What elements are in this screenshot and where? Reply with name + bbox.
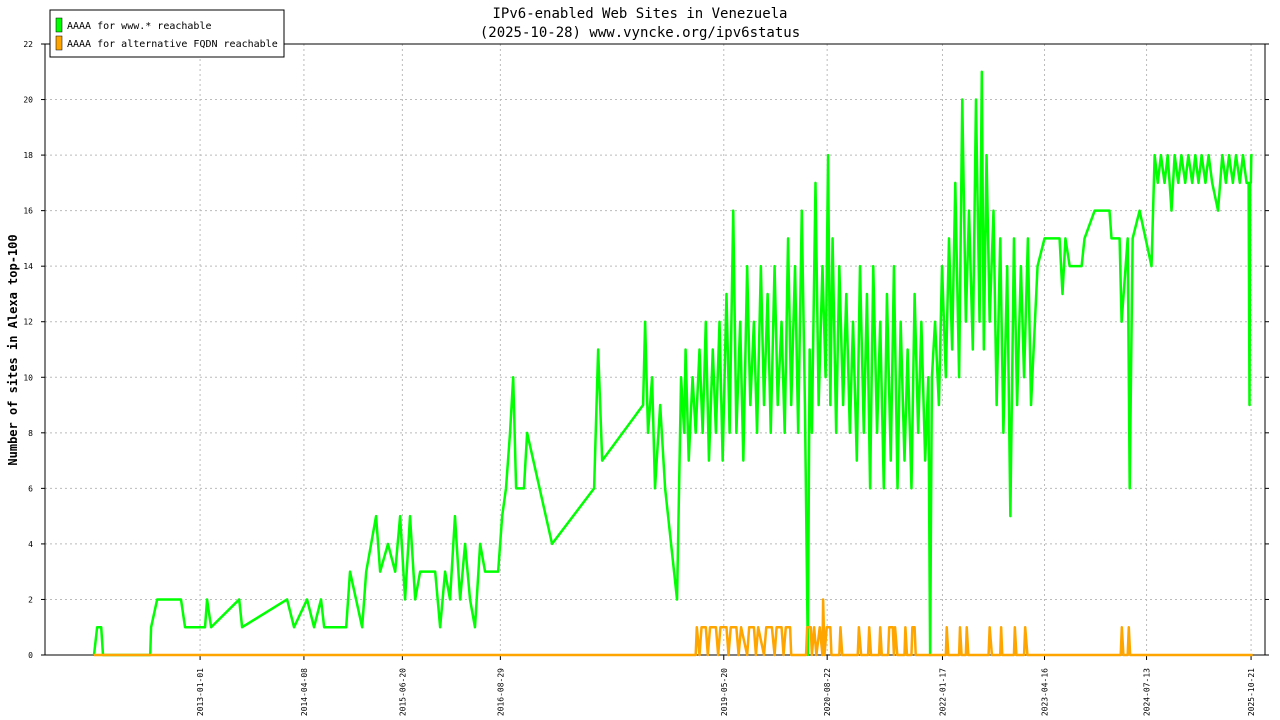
x-tick-label: 2020-08-22 [823, 668, 832, 716]
y-tick-label: 18 [23, 151, 33, 160]
y-tick-label: 12 [23, 318, 33, 327]
chart-subtitle: (2025-10-28) www.vyncke.org/ipv6status [480, 25, 800, 41]
x-tick-label: 2022-01-17 [938, 668, 947, 716]
y-tick-label: 16 [23, 207, 33, 216]
y-tick-label: 2 [28, 595, 33, 604]
x-tick-label: 2025-10-21 [1247, 668, 1256, 716]
legend-box [49, 9, 285, 58]
x-tick-label: 2014-04-08 [300, 668, 309, 716]
legend-swatch [55, 17, 63, 33]
y-tick-label: 22 [23, 40, 33, 49]
x-tick-label: 2023-04-16 [1041, 668, 1050, 716]
legend-label: AAAA for www.* reachable [67, 21, 212, 32]
x-tick-label: 2013-01-01 [196, 668, 205, 716]
y-tick-label: 8 [28, 429, 33, 438]
x-tick-label: 2015-06-20 [398, 668, 407, 716]
y-tick-label: 4 [28, 540, 33, 549]
y-tick-label: 14 [23, 262, 33, 271]
y-tick-label: 20 [23, 96, 33, 105]
x-tick-label: 2019-05-20 [720, 668, 729, 716]
chart-title: IPv6-enabled Web Sites in Venezuela [492, 6, 787, 22]
y-tick-label: 10 [23, 373, 33, 382]
x-tick-label: 2016-08-29 [496, 668, 505, 716]
legend-swatch [55, 35, 63, 51]
y-tick-label: 6 [28, 484, 33, 493]
x-tick-label: 2024-07-13 [1143, 668, 1152, 716]
y-tick-label: 0 [28, 651, 33, 660]
series-line [92, 70, 1253, 657]
legend-label: AAAA for alternative FQDN reachable [67, 39, 278, 50]
series-line [94, 598, 1253, 657]
y-axis-label: Number of sites in Alexa top-100 [6, 234, 20, 465]
